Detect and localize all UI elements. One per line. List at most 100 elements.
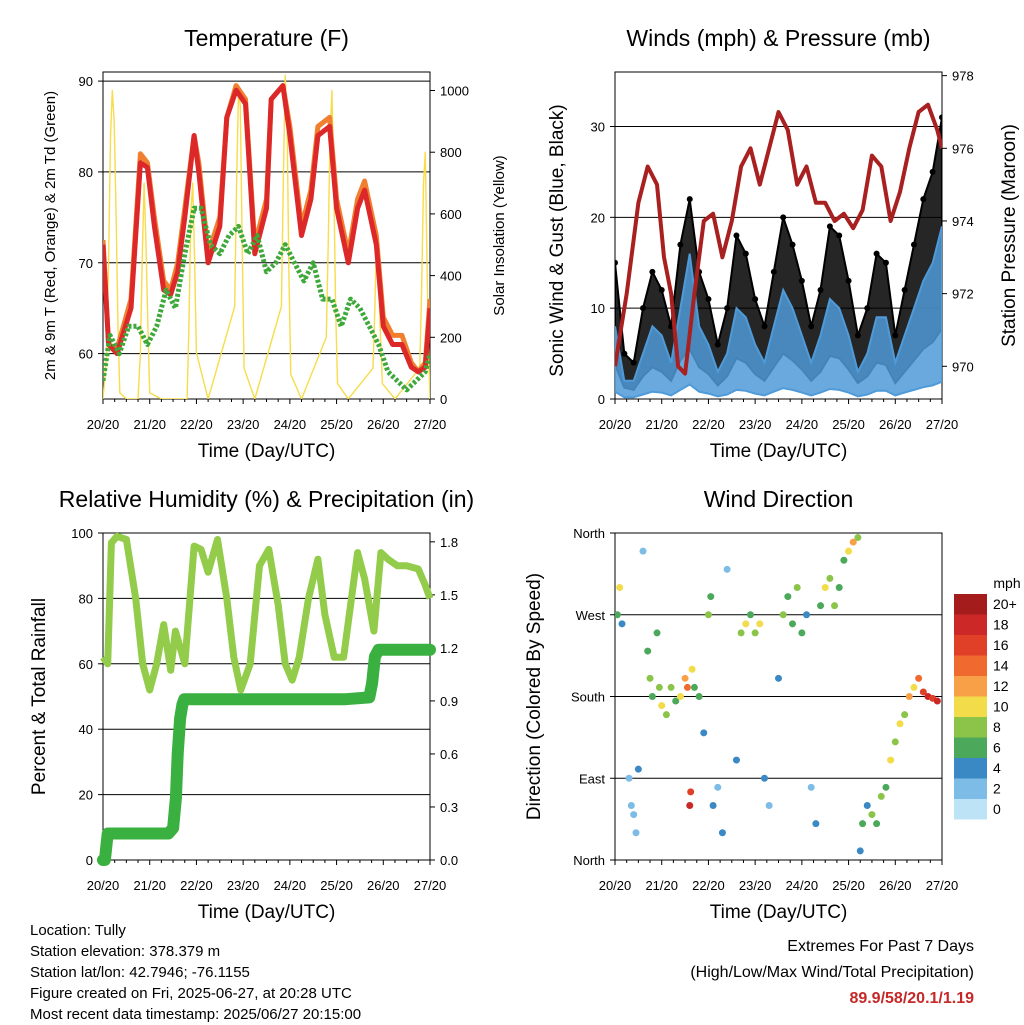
- y-tick-label: East: [579, 771, 605, 786]
- extremes-values: 89.9/58/20.1/1.19: [849, 990, 974, 1007]
- direction-point: [718, 829, 726, 837]
- legend-label: 14: [993, 658, 1009, 674]
- gust-point: [939, 114, 942, 121]
- direction-point: [775, 674, 782, 682]
- x-tick-label: 24/20: [274, 878, 307, 893]
- y-tick-label: 20: [79, 788, 93, 803]
- y2-tick-label: 1000: [440, 84, 469, 99]
- gust-point: [910, 241, 917, 248]
- direction-point: [644, 647, 652, 655]
- y2-tick-label: 1.8: [440, 535, 458, 550]
- direction-point: [700, 729, 708, 737]
- y-axis-label: Sonic Wind & Gust (Blue, Black): [547, 104, 568, 376]
- x-tick-label: 21/20: [645, 417, 678, 432]
- gust-point: [724, 305, 731, 312]
- legend-label: 20+: [993, 596, 1017, 612]
- y-tick-label: 20: [591, 210, 605, 225]
- y-tick-label: 0: [86, 853, 93, 868]
- legend-label: 8: [993, 719, 1001, 735]
- y-tick-label: 30: [591, 120, 605, 135]
- direction-point: [658, 702, 666, 710]
- direction-point: [882, 783, 890, 791]
- y-tick-label: 0: [598, 392, 605, 407]
- direction-point: [709, 802, 717, 809]
- direction-point: [765, 802, 773, 809]
- x-tick-label: 26/20: [879, 878, 912, 893]
- x-tick-label: 27/20: [414, 417, 447, 432]
- gust-point: [864, 305, 871, 312]
- legend-label: 6: [993, 740, 1001, 756]
- y2-tick-label: 970: [952, 359, 974, 374]
- direction-point: [737, 629, 745, 637]
- direction-point: [751, 629, 759, 637]
- direction-point: [856, 847, 864, 855]
- y-tick-label: 100: [71, 526, 93, 541]
- direction-point: [760, 774, 768, 782]
- direction-point: [632, 829, 640, 837]
- x-tick-label: 26/20: [367, 878, 400, 893]
- direction-point: [732, 756, 740, 764]
- gust-point: [686, 196, 693, 203]
- gust-point: [705, 296, 712, 303]
- x-tick-label: 20/20: [87, 417, 120, 432]
- x-tick-label: 24/20: [274, 417, 307, 432]
- y2-tick-label: 1.5: [440, 588, 458, 603]
- direction-point: [873, 820, 881, 828]
- legend-label: 2: [993, 781, 1001, 797]
- direction-point: [854, 534, 862, 542]
- direction-point: [910, 683, 918, 691]
- legend-swatch: [954, 655, 987, 676]
- created-text: Figure created on Fri, 2025-06-27, at 20…: [30, 985, 352, 1002]
- direction-point: [655, 683, 663, 691]
- x-tick-label: 26/20: [367, 417, 400, 432]
- y2-tick-label: 600: [440, 207, 462, 222]
- legend-label: 10: [993, 699, 1009, 715]
- humidity-precip-panel: Relative Humidity (%) & Precipitation (i…: [29, 486, 474, 923]
- direction-point: [901, 711, 909, 719]
- x-tick-label: 20/20: [87, 878, 120, 893]
- direction-point: [618, 620, 626, 628]
- x-tick-label: 25/20: [320, 878, 353, 893]
- direction-point: [933, 697, 941, 705]
- y-tick-label: 60: [79, 347, 93, 362]
- gust-point: [920, 196, 927, 203]
- y2-axis-label: Solar Insolation (Yellow): [491, 155, 508, 315]
- chart-title: Temperature (F): [184, 25, 349, 51]
- x-axis-label: Time (Day/UTC): [710, 441, 848, 462]
- y2-tick-label: 974: [952, 214, 974, 229]
- direction-point: [840, 556, 848, 564]
- y-tick-label: 10: [591, 301, 605, 316]
- x-tick-label: 26/20: [879, 417, 912, 432]
- x-tick-label: 21/20: [645, 878, 678, 893]
- legend-swatch: [954, 635, 987, 656]
- legend-swatch: [954, 696, 987, 717]
- gust-point: [854, 332, 861, 339]
- temp-series-1: [103, 83, 430, 375]
- x-tick-label: 20/20: [599, 417, 632, 432]
- x-tick-label: 23/20: [739, 878, 772, 893]
- direction-point: [662, 711, 670, 719]
- series-group: [615, 102, 942, 399]
- direction-point: [676, 693, 684, 700]
- direction-point: [681, 674, 689, 682]
- y-tick-label: 80: [79, 591, 93, 606]
- direction-point: [919, 688, 927, 696]
- x-axis-label: Time (Day/UTC): [198, 441, 336, 462]
- legend-swatch: [954, 614, 987, 635]
- gust-point: [845, 277, 852, 284]
- gust-point: [780, 214, 787, 221]
- y2-tick-label: 1.2: [440, 641, 458, 656]
- gust-point: [733, 232, 740, 239]
- direction-point: [891, 738, 899, 746]
- gust-point: [640, 305, 647, 312]
- y-tick-label: North: [573, 853, 605, 868]
- legend-title: mph: [993, 575, 1020, 591]
- direction-point: [742, 620, 750, 628]
- direction-point: [784, 593, 792, 601]
- direction-point: [859, 820, 867, 828]
- y2-tick-label: 978: [952, 69, 974, 84]
- gust-point: [677, 241, 684, 248]
- direction-point: [905, 693, 913, 700]
- direction-point: [835, 584, 843, 591]
- direction-point: [630, 811, 638, 819]
